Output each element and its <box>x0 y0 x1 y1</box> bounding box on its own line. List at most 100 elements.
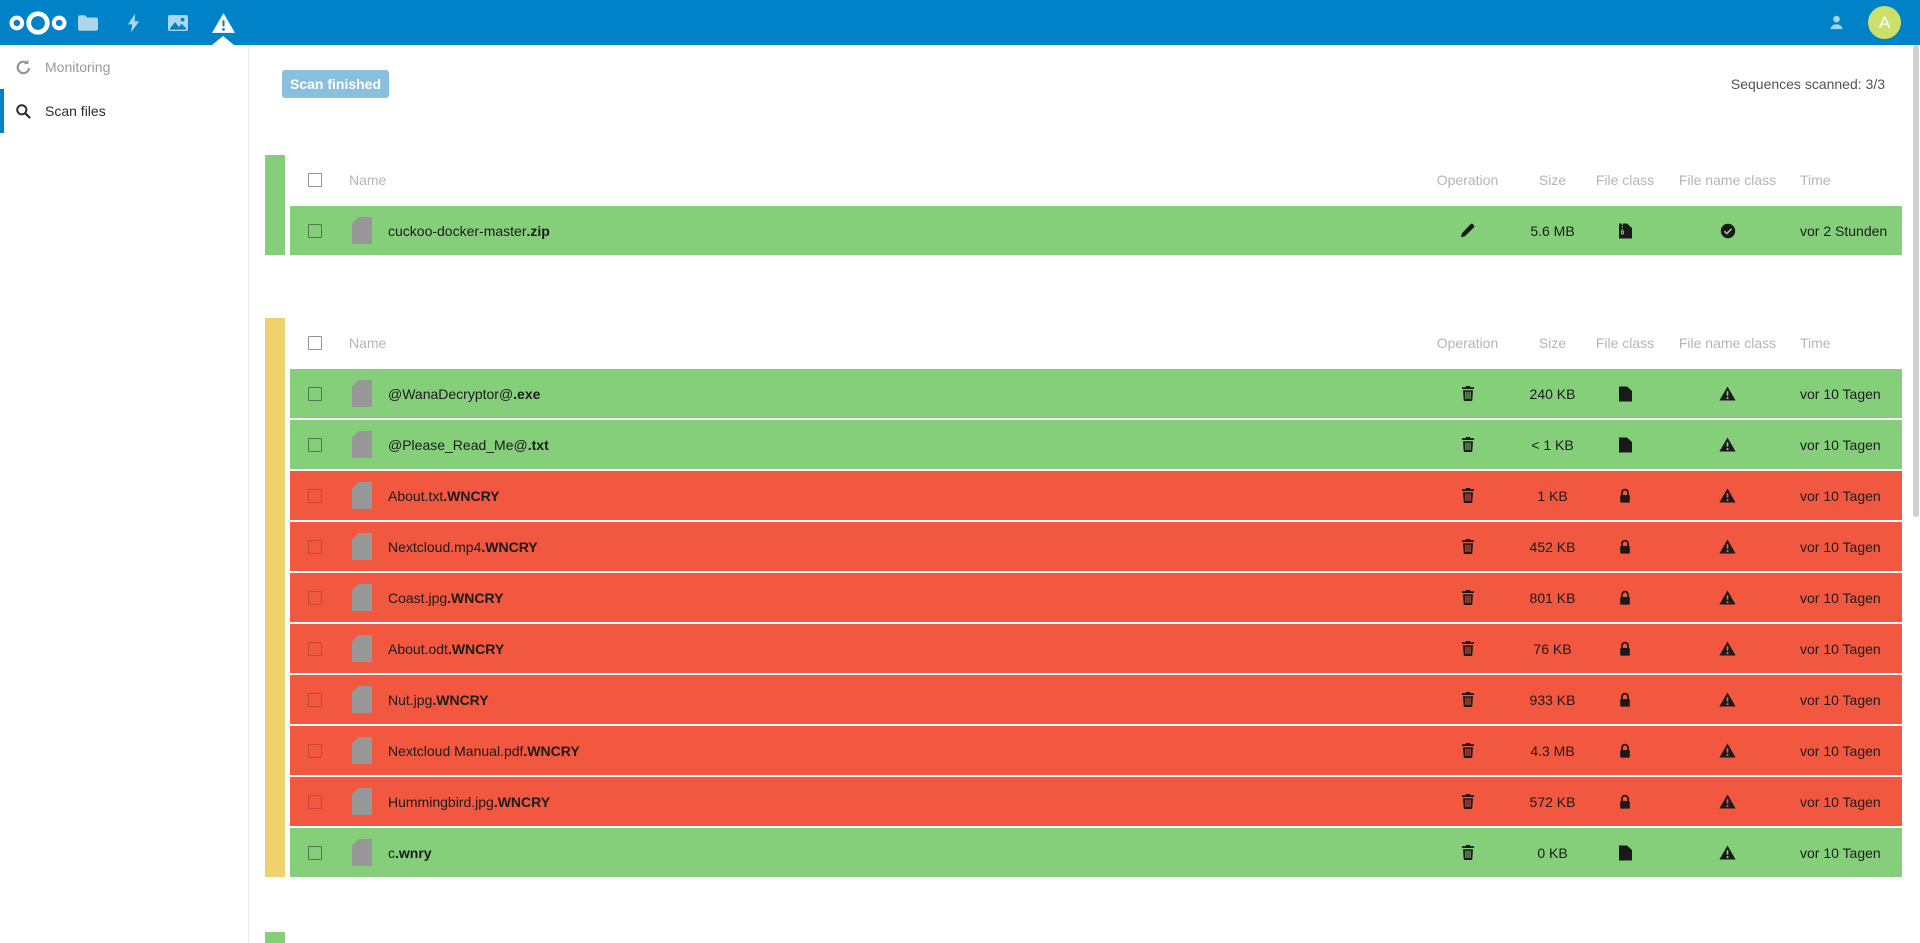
sidebar-item-monitoring[interactable]: Monitoring <box>0 45 248 89</box>
select-all-checkbox[interactable] <box>308 335 322 350</box>
monitoring-icon <box>15 59 32 76</box>
lock-icon <box>1618 590 1632 606</box>
file-icon <box>352 686 372 713</box>
trash-operation-button[interactable] <box>1458 638 1478 659</box>
file-name-extension: .WNCRY <box>481 538 538 555</box>
file-size: < 1 KB <box>1531 436 1574 453</box>
file-name-extension: .WNCRY <box>523 742 580 759</box>
file-row: cuckoo-docker-master.zip 5.6 MB vor 2 Stun… <box>290 206 1902 255</box>
file-name: cuckoo-docker-master.zip <box>372 223 1420 239</box>
row-checkbox[interactable] <box>308 539 322 554</box>
file-row: About.odt.WNCRY 76 KB vor 10 Tagen <box>290 624 1902 673</box>
trash-operation-button[interactable] <box>1458 587 1478 608</box>
file-name-class-cell <box>1719 488 1736 503</box>
row-checkbox[interactable] <box>308 845 322 860</box>
row-checkbox[interactable] <box>308 437 322 452</box>
file-name-base: About.txt <box>388 487 444 504</box>
file-name-extension: .zip <box>526 222 550 239</box>
file-size: 1 KB <box>1537 487 1568 504</box>
row-checkbox[interactable] <box>308 743 322 758</box>
file-type-cell <box>352 788 372 815</box>
file-type-cell <box>352 635 372 662</box>
file-type-cell <box>352 482 372 509</box>
trash-operation-button[interactable] <box>1458 689 1478 710</box>
file-row: Nextcloud Manual.pdf.WNCRY 4.3 MB vor 10 T… <box>290 726 1902 775</box>
column-header-time: Time <box>1800 334 1831 351</box>
sequence-1: Name Operation Size File class File name cla… <box>249 155 1920 255</box>
photos-icon <box>168 14 188 31</box>
column-header-size: Size <box>1538 334 1567 351</box>
trash-icon <box>1460 436 1476 453</box>
file-name-base: Coast.jpg <box>388 589 448 606</box>
row-checkbox[interactable] <box>308 488 322 503</box>
topbar-right: A <box>1826 0 1920 45</box>
file-name-base: Nut.jpg <box>388 691 433 708</box>
trash-operation-button[interactable] <box>1458 434 1478 455</box>
contacts-button[interactable] <box>1826 0 1846 45</box>
row-checkbox[interactable] <box>308 590 322 605</box>
file-class-cell <box>1618 794 1632 810</box>
nextcloud-logo[interactable] <box>8 6 70 40</box>
file-time: vor 10 Tagen <box>1800 385 1881 402</box>
trash-operation-button[interactable] <box>1458 740 1478 761</box>
trash-operation-button[interactable] <box>1458 842 1478 863</box>
row-checkbox[interactable] <box>308 641 322 656</box>
select-all-checkbox[interactable] <box>308 172 322 187</box>
file-row: About.txt.WNCRY 1 KB vor 10 Tagen <box>290 471 1902 520</box>
row-checkbox[interactable] <box>308 794 322 809</box>
row-checkbox[interactable] <box>308 223 322 238</box>
file-row: Nut.jpg.WNCRY 933 KB vor 10 Tagen <box>290 675 1902 724</box>
warning-icon <box>1719 539 1736 554</box>
app-button-photos[interactable] <box>166 0 190 45</box>
column-header-file-class: File class <box>1595 171 1655 188</box>
file-icon <box>352 839 372 866</box>
app-button-activity[interactable] <box>121 0 145 45</box>
app-button-ransomware-scanner[interactable] <box>211 0 235 45</box>
row-checkbox[interactable] <box>308 386 322 401</box>
file-time: vor 2 Stunden <box>1800 222 1888 239</box>
trash-operation-button[interactable] <box>1458 383 1478 404</box>
trash-operation-button[interactable] <box>1458 791 1478 812</box>
warning-icon <box>1719 845 1736 860</box>
file-table: Name Operation Size File class File name cla… <box>290 318 1902 877</box>
column-header-size: Size <box>1538 171 1567 188</box>
file-name-class-cell <box>1719 845 1736 860</box>
file-name: About.txt.WNCRY <box>372 488 1420 504</box>
app-navigation <box>70 0 235 45</box>
column-header-name: Name <box>349 334 387 351</box>
file-name-class-cell <box>1720 223 1736 239</box>
file-type-cell <box>352 380 372 407</box>
sidebar-item-label: Monitoring <box>45 59 111 75</box>
lock-icon <box>1618 488 1632 504</box>
row-checkbox[interactable] <box>308 692 322 707</box>
file-name-extension: .txt <box>527 436 549 453</box>
file-size: 572 KB <box>1529 793 1576 810</box>
file-name-base: Nextcloud Manual.pdf <box>388 742 524 759</box>
trash-operation-button[interactable] <box>1458 536 1478 557</box>
file-size: 801 KB <box>1529 589 1576 606</box>
app-button-files[interactable] <box>76 0 100 45</box>
sidebar-item-label: Scan files <box>45 103 106 119</box>
file-name-extension: .exe <box>513 385 541 402</box>
file-row: Coast.jpg.WNCRY 801 KB vor 10 Tagen <box>290 573 1902 622</box>
file-name: About.odt.WNCRY <box>372 641 1420 657</box>
file-row: Hummingbird.jpg.WNCRY 572 KB vor 10 Tagen <box>290 777 1902 826</box>
main-content: Scan finished Sequences scanned: 3/3 Nam… <box>249 45 1920 943</box>
file-icon <box>352 431 372 458</box>
sequence-color-bar <box>265 318 285 877</box>
column-header-time: Time <box>1800 171 1831 188</box>
file-name-class-cell <box>1719 641 1736 656</box>
trash-operation-button[interactable] <box>1458 485 1478 506</box>
file-size: 0 KB <box>1537 844 1568 861</box>
scan-finished-button[interactable]: Scan finished <box>282 70 389 98</box>
file-name-class-cell <box>1719 539 1736 554</box>
sidebar-item-scan-files[interactable]: Scan files <box>0 89 248 133</box>
file-class-cell <box>1618 845 1632 861</box>
avatar[interactable]: A <box>1868 6 1901 39</box>
column-header-file-class: File class <box>1595 334 1655 351</box>
file-class-cell <box>1618 743 1632 759</box>
pencil-operation-button[interactable] <box>1457 220 1478 241</box>
files-icon <box>78 14 98 31</box>
file-size: 76 KB <box>1533 640 1572 657</box>
scrollbar-thumb[interactable] <box>1913 45 1919 517</box>
